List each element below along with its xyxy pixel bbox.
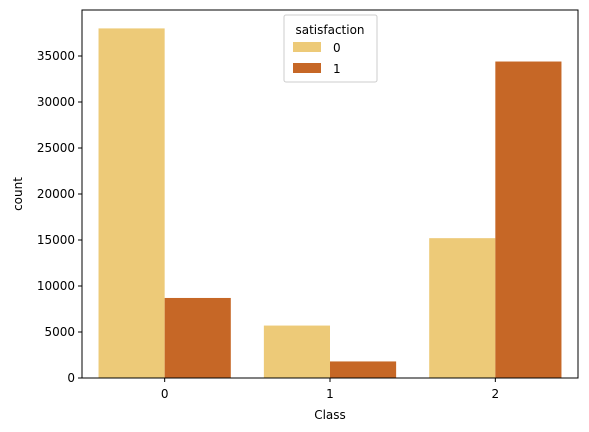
bars-layer: [98, 28, 562, 379]
y-tick-label: 5000: [44, 325, 75, 339]
y-tick-label: 0: [67, 371, 75, 385]
y-tick-label: 25000: [37, 141, 75, 155]
x-axis-ticks: 0 1 2: [161, 378, 499, 401]
y-axis-ticks: 0 5000 10000 15000 20000 25000 30000 35000: [37, 49, 82, 385]
y-tick-label: 30000: [37, 95, 75, 109]
bar-class-2-satisfaction-0: [429, 238, 496, 378]
legend-items: 01: [293, 41, 341, 76]
legend-swatch-1: [293, 63, 321, 73]
legend-label-1: 1: [333, 62, 341, 76]
bar-class-1-satisfaction-1: [330, 361, 397, 378]
bar-class-1-satisfaction-0: [263, 325, 330, 378]
y-tick-label: 35000: [37, 49, 75, 63]
y-tick-label: 20000: [37, 187, 75, 201]
y-tick-label: 15000: [37, 233, 75, 247]
legend-swatch-0: [293, 42, 321, 52]
x-tick-label: 0: [161, 387, 169, 401]
legend-label-0: 0: [333, 41, 341, 55]
bar-class-2-satisfaction-1: [495, 61, 562, 379]
y-tick-label: 10000: [37, 279, 75, 293]
x-axis-label: Class: [314, 408, 346, 422]
x-tick-label: 2: [492, 387, 500, 401]
bar-class-0-satisfaction-0: [98, 28, 165, 379]
legend-title: satisfaction: [295, 23, 364, 37]
y-axis-label: count: [11, 177, 25, 211]
legend: satisfaction 01: [283, 14, 378, 83]
bar-class-0-satisfaction-1: [164, 297, 231, 378]
x-tick-label: 1: [326, 387, 334, 401]
